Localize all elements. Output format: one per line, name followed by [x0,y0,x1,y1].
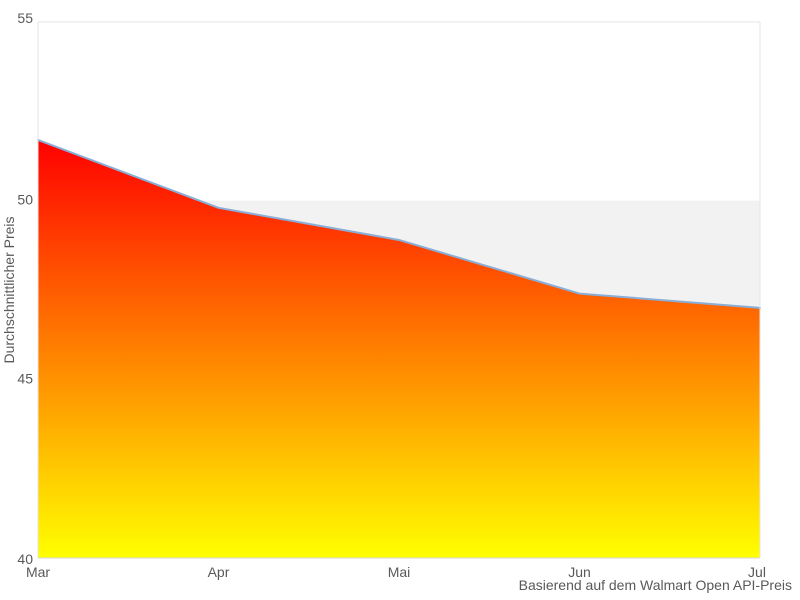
y-axis-labels: 55 50 45 40 [17,10,33,567]
series-line [37,138,761,309]
y-tick-label-50: 50 [17,192,33,208]
area-series [38,139,760,559]
x-tick-label-apr: Apr [208,564,230,580]
y-axis-title: Durchschnittlicher Preis [1,216,17,363]
y-tick-label-45: 45 [17,370,33,386]
y-tick-label-55: 55 [17,10,33,26]
x-tick-label-jul: Jul [748,564,766,580]
x-tick-label-mai: Mai [388,564,411,580]
y-tick-label-40: 40 [17,551,33,567]
x-tick-label-mar: Mar [26,564,50,580]
x-tick-label-jun: Jun [568,564,591,580]
x-axis-labels: Mar Apr Mai Jun Jul [26,564,766,580]
chart-caption: Basierend auf dem Walmart Open API-Preis [519,577,792,593]
